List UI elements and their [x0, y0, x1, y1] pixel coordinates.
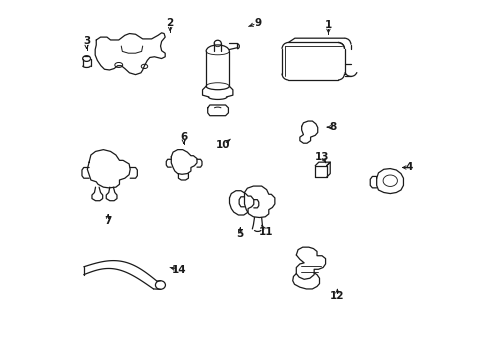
- Text: 8: 8: [329, 122, 336, 132]
- Text: 2: 2: [166, 18, 173, 28]
- Text: 1: 1: [324, 19, 331, 30]
- Text: 3: 3: [83, 36, 90, 46]
- Text: 9: 9: [254, 18, 261, 28]
- Text: 6: 6: [180, 132, 187, 142]
- Text: 5: 5: [236, 229, 244, 239]
- Text: 12: 12: [329, 291, 344, 301]
- Text: 11: 11: [258, 227, 273, 237]
- Text: 7: 7: [104, 216, 111, 226]
- Text: 13: 13: [314, 152, 329, 162]
- Text: 4: 4: [404, 162, 412, 172]
- Text: 14: 14: [172, 265, 186, 275]
- Text: 10: 10: [215, 140, 230, 150]
